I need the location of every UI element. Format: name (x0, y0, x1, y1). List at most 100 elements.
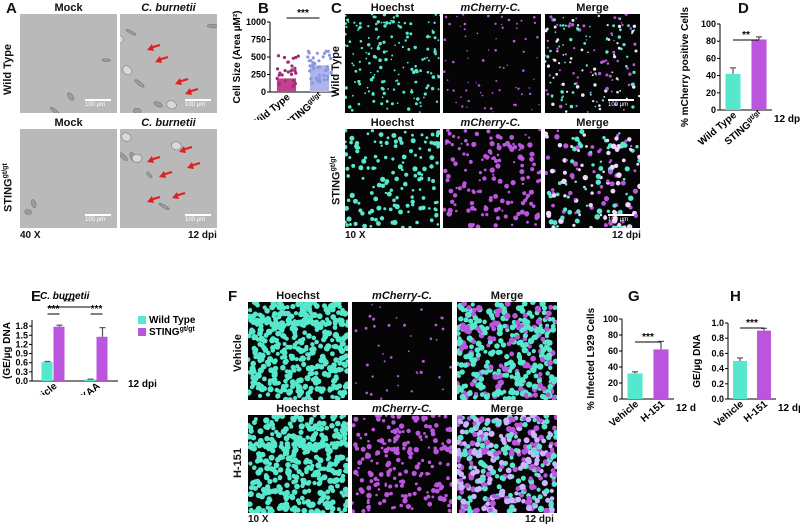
panel-c-row-sting: STINGgt/gt (330, 156, 343, 205)
scatter-point (283, 69, 287, 73)
cell-dot (345, 95, 348, 100)
cell-dot (579, 129, 585, 135)
cell-dot (552, 58, 555, 61)
cell-dot (492, 173, 495, 176)
cell-dot (512, 142, 515, 146)
cell-dot (498, 363, 504, 368)
cell-dot (469, 460, 474, 465)
cell-dot (299, 495, 305, 501)
cell-dot (499, 459, 505, 466)
cell-dot (483, 431, 489, 437)
cell-dot (589, 25, 591, 28)
cell-dot (611, 79, 614, 81)
cell-dot (420, 173, 424, 176)
cell-dot (253, 354, 259, 360)
cell-dot (284, 482, 290, 488)
cell-dot (495, 383, 502, 390)
cell-dot (557, 181, 562, 185)
cell-dot (489, 151, 493, 155)
cell-dot (330, 314, 337, 320)
cell-dot (276, 432, 282, 439)
cell-dot (364, 326, 368, 330)
y-axis-label: (GE/µg DNA (2, 322, 13, 379)
cell-dot (560, 90, 563, 93)
cell-dot (478, 179, 481, 182)
cell-dot (271, 372, 278, 379)
cell-dot (493, 207, 499, 213)
cell-dot (577, 168, 581, 172)
cell-dot (341, 430, 348, 437)
cell-shape (31, 199, 37, 209)
cell-dot (294, 340, 299, 345)
micrograph-cells (457, 302, 557, 400)
cell-dot (548, 365, 553, 370)
x-tick-label: H-151 (639, 399, 667, 425)
cell-dot (345, 205, 349, 211)
significance-stars: ** (742, 30, 750, 41)
cell-dot (248, 461, 253, 466)
cell-dot (573, 198, 577, 201)
scatter-point (324, 49, 328, 53)
cell-dot (403, 21, 407, 25)
scatter-point (310, 81, 314, 85)
cell-dot (629, 148, 633, 152)
cell-dot (297, 391, 302, 396)
cell-dot (457, 439, 461, 445)
cell-dot (377, 44, 380, 47)
cell-dot (597, 71, 602, 76)
cell-dot (476, 436, 482, 442)
cell-dot (440, 316, 443, 319)
cell-dot (500, 15, 503, 18)
cell-dot (424, 424, 429, 429)
cell-dot (475, 224, 481, 228)
cell-dot (498, 135, 503, 140)
cell-dot (598, 104, 601, 107)
cell-dot (619, 28, 622, 32)
cell-dot (488, 507, 493, 513)
cell-dot (501, 365, 508, 372)
cell-dot (517, 359, 524, 366)
cell-dot (406, 440, 410, 445)
cell-dot (562, 16, 565, 19)
cell-dot (522, 69, 525, 72)
cell-dot (603, 223, 608, 228)
cell-dot (345, 220, 347, 224)
cell-dot (398, 423, 405, 429)
cell-dot (504, 354, 510, 360)
cell-dot (393, 440, 397, 444)
cell-dot (633, 29, 636, 31)
cell-dot (557, 143, 563, 148)
cell-dot (522, 191, 527, 196)
cell-dot (462, 362, 469, 368)
cell-dot (626, 55, 629, 58)
cell-dot (391, 133, 397, 138)
y-tick-label: 1.8 (15, 321, 28, 331)
micrograph-cells (352, 415, 452, 513)
cell-dot (483, 206, 489, 212)
cell-dot (360, 457, 365, 461)
cell-dot (545, 371, 550, 376)
cell-dot (257, 341, 263, 347)
cell-dot (345, 25, 348, 28)
panel-c-sting-merge-image: 100 µm (545, 129, 640, 228)
cell-dot (408, 225, 412, 228)
cell-dot (419, 101, 422, 104)
cell-dot (467, 99, 470, 103)
cell-dot (413, 97, 415, 100)
cell-dot (293, 311, 299, 316)
cell-dot (345, 144, 348, 150)
cell-dot (431, 179, 436, 183)
cell-dot (616, 133, 620, 138)
cell-dot (528, 136, 531, 139)
cell-dot (501, 209, 504, 212)
panel-f-col-merge-2: Merge (490, 403, 524, 415)
cell-dot (372, 317, 376, 321)
cell-dot (371, 166, 376, 171)
cell-dot (395, 80, 397, 82)
cell-dot (256, 451, 262, 457)
cell-dot (458, 362, 465, 368)
cell-dot (258, 335, 265, 342)
bar (725, 73, 741, 110)
scatter-point (296, 54, 300, 58)
